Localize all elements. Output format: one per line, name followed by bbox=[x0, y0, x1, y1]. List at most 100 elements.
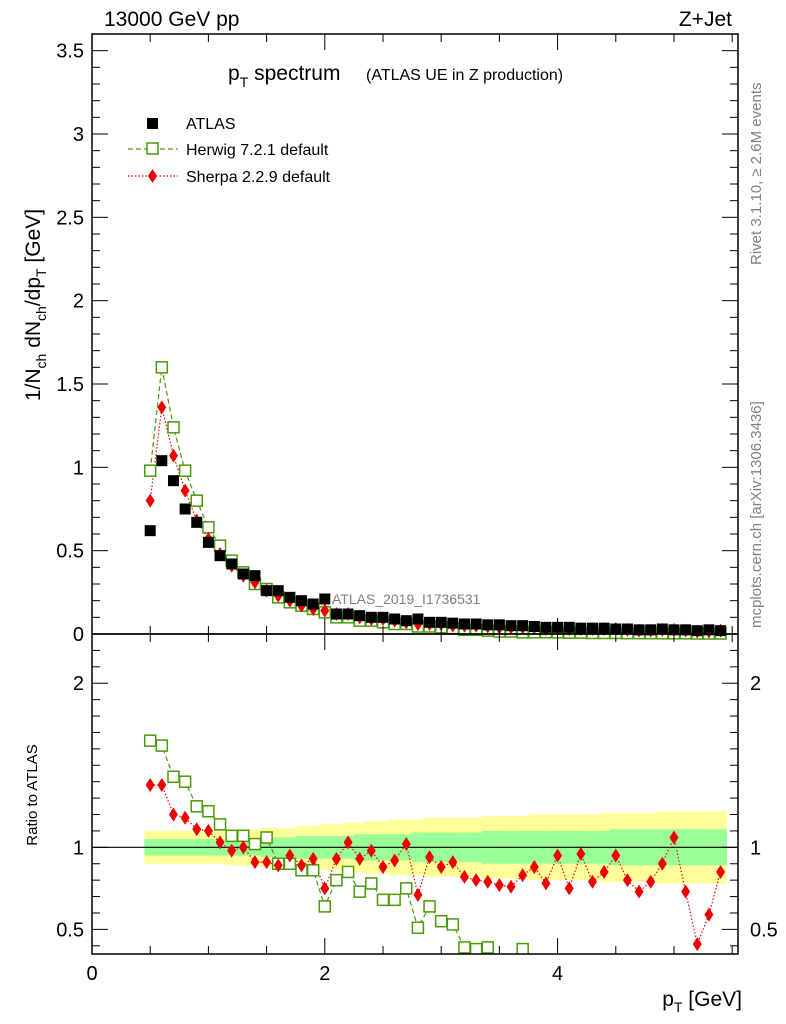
atlas-point bbox=[458, 618, 470, 630]
sherpa-ratio-point bbox=[227, 843, 237, 858]
atlas-point bbox=[307, 598, 319, 610]
atlas-point bbox=[144, 525, 156, 537]
atlas-point bbox=[715, 625, 727, 637]
herwig-ratio-point bbox=[260, 831, 273, 844]
x-tick-label: 4 bbox=[552, 963, 563, 985]
atlas-point bbox=[249, 570, 261, 582]
sherpa-ratio-point bbox=[273, 858, 283, 873]
herwig-ratio-point bbox=[318, 900, 332, 913]
ratio-y-tick-label-right: 2 bbox=[750, 673, 761, 695]
atlas-point bbox=[482, 619, 494, 631]
atlas-point bbox=[237, 568, 249, 580]
atlas-point bbox=[633, 624, 645, 636]
sherpa-ratio-point bbox=[471, 873, 481, 888]
herwig-point bbox=[155, 361, 169, 374]
sherpa-ratio-point bbox=[366, 843, 376, 858]
sherpa-ratio-point bbox=[331, 851, 341, 866]
herwig-ratio-point bbox=[516, 942, 529, 954]
herwig-ratio-point bbox=[481, 941, 494, 954]
sherpa-ratio-point bbox=[716, 864, 726, 879]
herwig-ratio-point bbox=[178, 775, 192, 788]
sherpa-ratio-point bbox=[157, 777, 167, 792]
sherpa-ratio-point bbox=[436, 860, 446, 875]
herwig-ratio-point bbox=[341, 865, 355, 879]
legend-atlas-label: ATLAS bbox=[186, 116, 236, 133]
sherpa-ratio-point bbox=[145, 777, 155, 792]
atlas-point bbox=[470, 618, 482, 630]
atlas-point bbox=[365, 611, 377, 623]
atlas-point bbox=[621, 623, 633, 635]
herwig-ratio-point bbox=[400, 882, 413, 895]
herwig-ratio-point bbox=[353, 885, 366, 898]
sherpa-ratio-point bbox=[681, 884, 691, 899]
herwig-ratio-point bbox=[167, 770, 180, 784]
sherpa-ratio-point bbox=[459, 869, 469, 884]
sherpa-ratio-point bbox=[168, 807, 178, 822]
herwig-ratio-point bbox=[434, 914, 448, 928]
atlas-point bbox=[226, 558, 238, 570]
herwig-ratio-point bbox=[330, 873, 343, 887]
atlas-point bbox=[389, 613, 401, 625]
sherpa-point bbox=[157, 400, 167, 415]
ratio-panel-ticks: 0.5 0.5 1 1 2 2 0 2 4 bbox=[56, 634, 778, 985]
atlas-point bbox=[214, 550, 226, 562]
atlas-point bbox=[563, 621, 575, 633]
atlas-point bbox=[202, 536, 214, 548]
herwig-ratio-point bbox=[213, 818, 227, 831]
main-y-tick-label: 0 bbox=[73, 624, 84, 646]
plot-title: pT spectrum bbox=[228, 62, 340, 90]
sherpa-ratio-point bbox=[692, 937, 702, 952]
atlas-point bbox=[505, 620, 517, 632]
main-y-tick-label: 3 bbox=[73, 124, 84, 146]
herwig-ratio-point bbox=[225, 829, 238, 843]
atlas-point bbox=[167, 475, 179, 487]
sherpa-point bbox=[145, 493, 155, 508]
main-panel-marks bbox=[143, 361, 727, 640]
legend-herwig-label: Herwig 7.2.1 default bbox=[186, 142, 329, 159]
atlas-point bbox=[296, 595, 308, 607]
sherpa-ratio-point bbox=[413, 887, 423, 902]
sherpa-point bbox=[320, 603, 330, 618]
sherpa-ratio-point bbox=[203, 823, 213, 838]
sherpa-ratio-point bbox=[669, 830, 679, 845]
mcplots-label: mcplots.cern.ch [arXiv:1306.3436] bbox=[748, 401, 765, 628]
atlas-point bbox=[493, 619, 505, 631]
rivet-label: Rivet 3.1.10, ≥ 2.6M events bbox=[748, 83, 765, 266]
ratio-y-tick-label-right: 1 bbox=[750, 837, 761, 859]
atlas-point bbox=[342, 608, 354, 620]
atlas-point bbox=[540, 621, 552, 633]
atlas-point bbox=[330, 608, 342, 620]
sherpa-ratio-point bbox=[622, 873, 632, 888]
main-panel-ticks: 0 0.5 1 1.5 2 2.5 3 3.5 bbox=[56, 34, 738, 646]
herwig-ratio-point bbox=[190, 800, 204, 813]
legend-herwig-marker bbox=[146, 142, 159, 155]
sherpa-ratio-point bbox=[343, 835, 353, 850]
atlas-point bbox=[680, 624, 692, 636]
atlas-point bbox=[319, 593, 331, 605]
sherpa-ratio-point bbox=[250, 855, 260, 870]
sherpa-ratio-point bbox=[576, 846, 586, 861]
herwig-ratio-point bbox=[423, 900, 436, 913]
atlas-point bbox=[261, 585, 273, 597]
ratio-y-tick-label: 1 bbox=[73, 837, 84, 859]
herwig-ratio-point bbox=[411, 921, 425, 934]
ratio-y-tick-label-right: 0.5 bbox=[750, 919, 778, 941]
main-y-tick-label: 2.5 bbox=[56, 207, 84, 229]
sherpa-ratio-point bbox=[599, 864, 609, 879]
atlas-point bbox=[517, 620, 529, 632]
legend-sherpa-label: Sherpa 2.2.9 default bbox=[186, 169, 331, 186]
atlas-point bbox=[656, 623, 668, 635]
herwig-ratio-point bbox=[458, 941, 471, 954]
herwig-ratio-point bbox=[388, 893, 401, 907]
herwig-ratio-point bbox=[155, 739, 169, 752]
sherpa-point bbox=[168, 448, 178, 463]
atlas-point bbox=[703, 624, 715, 636]
sherpa-point bbox=[180, 483, 190, 498]
sherpa-ratio-point bbox=[634, 884, 644, 899]
herwig-ratio-point bbox=[469, 942, 483, 954]
ratio-panel: 0.5 0.5 1 1 2 2 0 2 4 Ratio to ATLAS pT [GeV] bbox=[24, 633, 778, 1015]
ratio-y-tick-label: 0.5 bbox=[56, 919, 84, 941]
herwig-ratio-point bbox=[376, 893, 390, 907]
main-y-tick-label: 2 bbox=[73, 291, 84, 313]
